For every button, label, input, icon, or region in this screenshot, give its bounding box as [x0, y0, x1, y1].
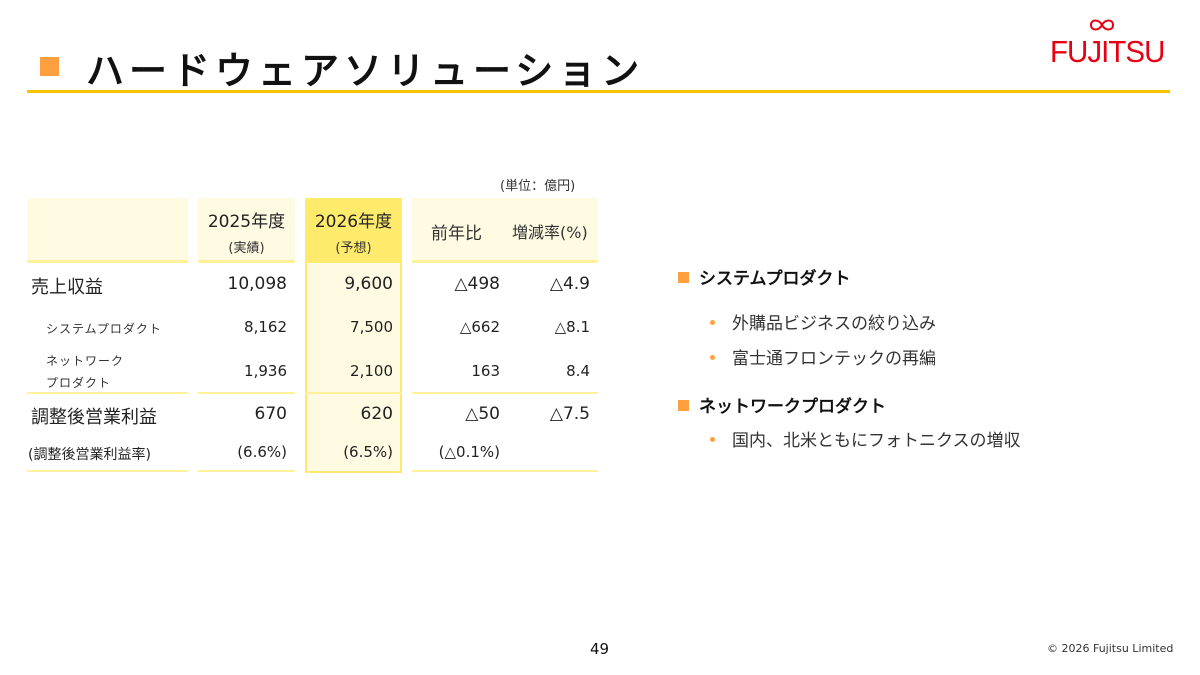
dot-bullet-icon: [710, 437, 715, 442]
row-divider: [27, 392, 188, 394]
dot-bullet-icon: [710, 320, 715, 325]
section-heading-network-product: ネットワークプロダクト: [678, 392, 886, 417]
row-divider: [305, 392, 402, 394]
title-square-icon: [40, 57, 59, 76]
table-bottom-rule: [27, 470, 188, 472]
header-cell-fy2025: [198, 198, 295, 263]
bullet-item: 外購品ビジネスの絞り込み: [710, 309, 936, 334]
section-heading-system-product: システムプロダクト: [678, 264, 850, 289]
row-label-adjusted-operating-margin: (調整後営業利益率): [28, 447, 151, 463]
header-cell-label: [27, 198, 188, 263]
cell-profit-rate: △7.5: [549, 404, 590, 424]
cell-network-fy2025: 1,936: [244, 362, 287, 380]
cell-revenue-yoy: △498: [454, 274, 500, 294]
cell-profit-fy2025: 670: [254, 404, 287, 424]
row-divider: [412, 392, 598, 394]
column-subheader-fy2026: (予想): [335, 241, 372, 256]
table-bottom-rule: [198, 470, 295, 472]
column-subheader-fy2025: (実績): [228, 241, 265, 256]
infinity-icon: [1089, 19, 1115, 31]
cell-system-rate: △8.1: [554, 318, 590, 336]
page-number: 49: [590, 640, 610, 658]
column-header-rate: 増減率(%): [512, 223, 588, 242]
cell-margin-yoy: (△0.1%): [438, 443, 500, 461]
row-label-revenue: 売上収益: [31, 277, 103, 298]
page-title: ハードウェアソリューション: [86, 49, 645, 93]
cell-margin-fy2025: (6.6%): [237, 443, 287, 461]
square-bullet-icon: [678, 272, 689, 283]
row-divider: [198, 392, 295, 394]
column-header-fy2025: 2025年度: [207, 212, 286, 232]
cell-network-yoy: 163: [471, 362, 500, 380]
header-cell-fy2026: [305, 198, 402, 263]
copyright-notice: © 2026 Fujitsu Limited: [1047, 642, 1174, 655]
row-label-adjusted-operating-profit: 調整後営業利益: [31, 407, 157, 428]
cell-revenue-rate: △4.9: [549, 274, 590, 294]
cell-revenue-fy2025: 10,098: [227, 274, 287, 294]
logo-wordmark: FUJITSU: [1050, 34, 1165, 69]
cell-network-rate: 8.4: [566, 362, 590, 380]
cell-network-fy2026: 2,100: [350, 362, 393, 380]
cell-margin-fy2026: (6.5%): [343, 443, 393, 461]
column-header-yoy: 前年比: [431, 224, 482, 244]
row-label-network-product-line2: プロダクト: [46, 376, 112, 390]
cell-revenue-fy2026: 9,600: [344, 274, 393, 294]
fujitsu-logo: FUJITSU: [1040, 14, 1166, 70]
title-divider: [27, 90, 1170, 93]
bullet-item: 富士通フロンテックの再編: [710, 344, 936, 369]
cell-profit-yoy: △50: [465, 404, 500, 424]
cell-system-yoy: △662: [459, 318, 500, 336]
row-label-network-product-line1: ネットワーク: [46, 354, 125, 368]
table-bottom-rule: [412, 470, 598, 472]
cell-profit-fy2026: 620: [360, 404, 393, 424]
cell-system-fy2025: 8,162: [244, 318, 287, 336]
column-header-fy2026: 2026年度: [314, 212, 393, 232]
unit-note: (単位：億円): [500, 179, 576, 194]
bullet-item: 国内、北米ともにフォトニクスの増収: [710, 426, 1021, 451]
square-bullet-icon: [678, 400, 689, 411]
header-cell-change: [412, 198, 598, 263]
dot-bullet-icon: [710, 355, 715, 360]
slide-header: ハードウェアソリューション: [0, 0, 1200, 100]
cell-system-fy2026: 7,500: [350, 318, 393, 336]
row-label-system-product: システムプロダクト: [46, 322, 162, 336]
